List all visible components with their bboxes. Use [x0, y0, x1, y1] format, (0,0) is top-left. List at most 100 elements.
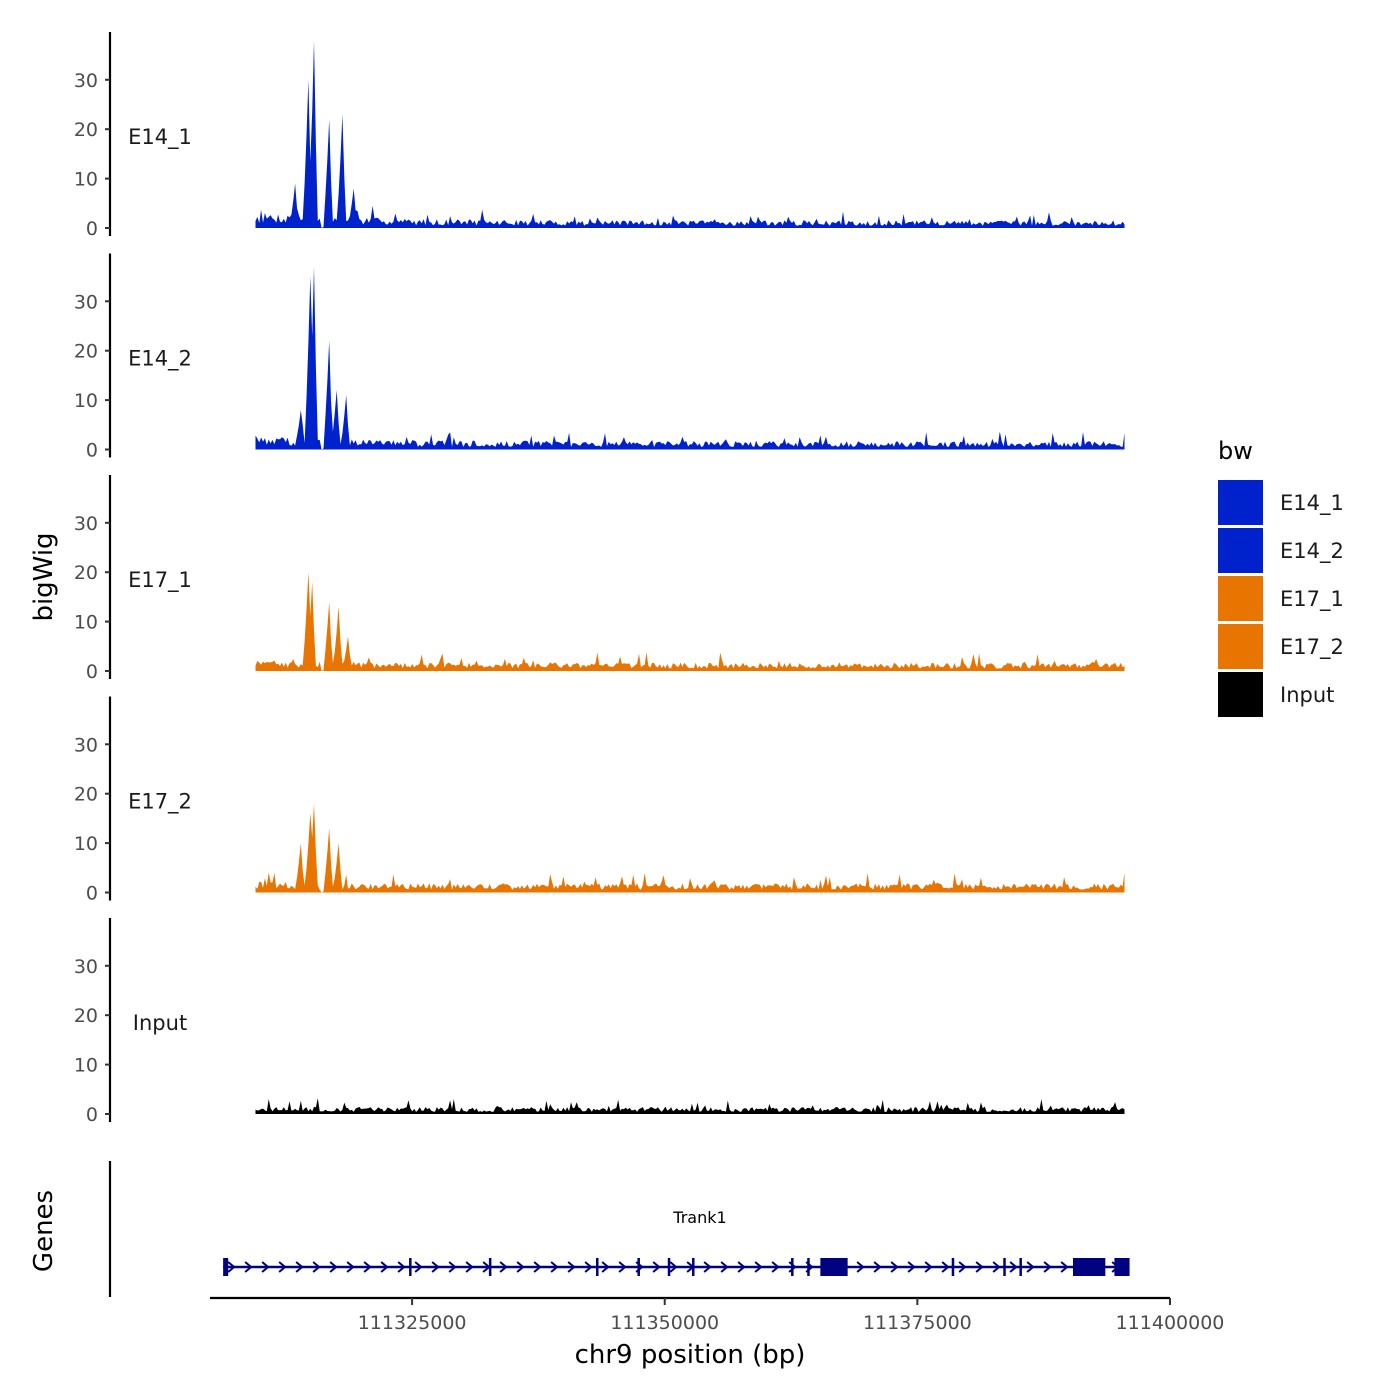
strand-chevron	[873, 1261, 882, 1273]
signal-tracks: 0 10 20 30 E14_1 0 10 20 30 E14_2 0 10 20 30 E17_1 0 10 2…	[74, 32, 1125, 1126]
y-tick-label: 30	[74, 956, 98, 978]
strand-chevron	[448, 1261, 457, 1273]
strand-chevron	[312, 1261, 321, 1273]
y-tick-label: 0	[86, 883, 98, 905]
y-tick-label: 20	[74, 784, 98, 806]
y-tick-label: 20	[74, 341, 98, 363]
gene-exon	[820, 1258, 848, 1276]
strand-chevron	[1026, 1261, 1035, 1273]
y-tick-label: 20	[74, 562, 98, 584]
strand-chevron	[907, 1261, 916, 1273]
strand-chevron	[397, 1261, 406, 1273]
track-label: E17_2	[128, 790, 192, 815]
track-Input: 0 10 20 30 Input	[74, 918, 1125, 1126]
gene-exon	[1114, 1258, 1130, 1276]
strand-chevron	[890, 1261, 899, 1273]
legend-label: E14_1	[1280, 491, 1344, 516]
legend-label: E17_1	[1280, 587, 1344, 612]
gene-exon	[692, 1258, 695, 1276]
legend-key-E17_2	[1218, 624, 1263, 669]
y-tick-label: 30	[74, 291, 98, 313]
strand-chevron	[975, 1261, 984, 1273]
y-axis-title: bigWig	[29, 532, 59, 621]
gene-exon	[596, 1258, 599, 1276]
y-tick-label: 0	[86, 1104, 98, 1126]
signal-area-E17_2	[255, 803, 1125, 893]
strand-chevron	[652, 1261, 661, 1273]
strand-chevron	[499, 1261, 508, 1273]
legend: bw E14_1 E14_2 E17_1 E17_2 Input	[1218, 437, 1344, 717]
strand-chevron	[431, 1261, 440, 1273]
signal-area-E14_2	[255, 266, 1125, 450]
gene-exon	[637, 1258, 640, 1276]
y-tick-label: 10	[74, 833, 98, 855]
y-tick-label: 10	[74, 390, 98, 412]
strand-chevron	[618, 1261, 627, 1273]
strand-chevron	[720, 1261, 729, 1273]
x-tick-label: 111350000	[610, 1312, 719, 1334]
strand-chevron	[295, 1261, 304, 1273]
y-tick-label: 20	[74, 119, 98, 141]
gene-name-label: Trank1	[672, 1208, 726, 1227]
gene-exon	[1019, 1258, 1022, 1276]
strand-chevron	[601, 1261, 610, 1273]
strand-chevron	[567, 1261, 576, 1273]
strand-chevron	[346, 1261, 355, 1273]
strand-chevron	[414, 1261, 423, 1273]
x-tick-label: 111400000	[1116, 1312, 1225, 1334]
gene-exon	[409, 1258, 412, 1276]
x-tick-label: 111325000	[358, 1312, 467, 1334]
track-label: E17_1	[128, 568, 192, 593]
gene-exon	[951, 1258, 955, 1276]
strand-chevron	[703, 1261, 712, 1273]
y-tick-label: 30	[74, 70, 98, 92]
legend-label: Input	[1280, 683, 1334, 707]
strand-chevron	[584, 1261, 593, 1273]
strand-chevron	[771, 1261, 780, 1273]
legend-key-E14_2	[1218, 528, 1263, 573]
x-tick-label: 111375000	[863, 1312, 972, 1334]
gene-exon	[807, 1258, 810, 1276]
gene-exon	[1074, 1258, 1106, 1276]
y-tick-label: 0	[86, 218, 98, 240]
y-tick-label: 10	[74, 1055, 98, 1077]
y-tick-label: 10	[74, 612, 98, 634]
strand-chevron	[261, 1261, 270, 1273]
strand-chevron	[1043, 1261, 1052, 1273]
track-E17_2: 0 10 20 30 E17_2	[74, 696, 1125, 905]
strand-chevron	[516, 1261, 525, 1273]
strand-chevron	[380, 1261, 389, 1273]
track-E14_2: 0 10 20 30 E14_2	[74, 253, 1125, 462]
strand-chevron	[329, 1261, 338, 1273]
signal-area-E14_1	[255, 40, 1125, 228]
gene-track: Trank1	[108, 1161, 1130, 1297]
y-tick-label: 0	[86, 661, 98, 683]
y-tick-label: 10	[74, 169, 98, 191]
strand-chevron	[754, 1261, 763, 1273]
strand-chevron	[363, 1261, 372, 1273]
track-label: E14_2	[128, 347, 192, 372]
signal-area-E17_1	[255, 572, 1125, 671]
y-tick-label: 30	[74, 513, 98, 535]
legend-label: E17_2	[1280, 635, 1344, 660]
gene-exon	[488, 1258, 492, 1276]
strand-chevron	[465, 1261, 474, 1273]
strand-chevron	[1060, 1261, 1069, 1273]
strand-chevron	[941, 1261, 950, 1273]
strand-chevron	[856, 1261, 865, 1273]
strand-chevron	[244, 1261, 253, 1273]
legend-title: bw	[1218, 437, 1253, 465]
strand-chevron	[992, 1261, 1001, 1273]
strand-chevron	[958, 1261, 967, 1273]
strand-chevron	[737, 1261, 746, 1273]
strand-chevron	[924, 1261, 933, 1273]
track-label: E14_1	[128, 125, 192, 150]
strand-chevron	[550, 1261, 559, 1273]
gene-exon	[667, 1258, 671, 1276]
legend-key-E17_1	[1218, 576, 1263, 621]
strand-chevron	[533, 1261, 542, 1273]
strand-chevron	[278, 1261, 287, 1273]
strand-chevron	[227, 1261, 236, 1273]
genes-axis-title: Genes	[29, 1190, 59, 1272]
